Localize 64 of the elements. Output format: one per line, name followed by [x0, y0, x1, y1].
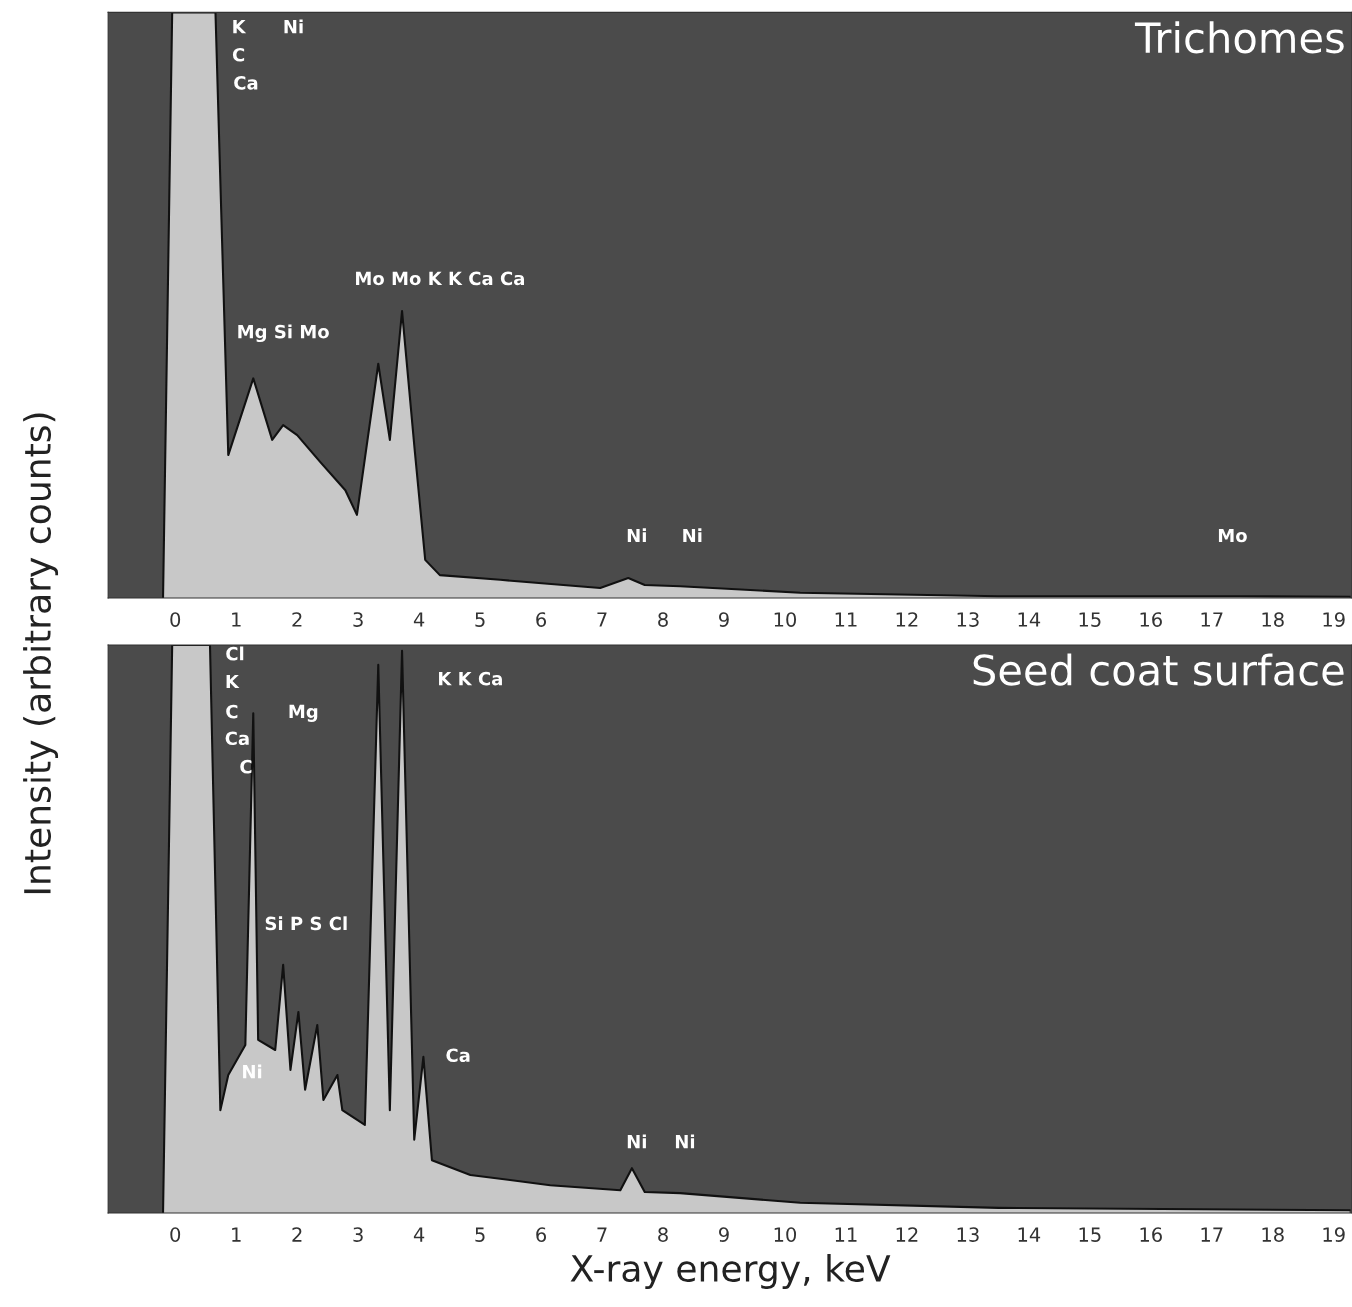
x-tick-label: 18	[1262, 1227, 1284, 1242]
x-tick-label: 6	[536, 1227, 547, 1242]
annotation: Ni	[627, 528, 646, 543]
x-tick-label: 0	[170, 1227, 181, 1242]
annotation: Ni	[675, 1134, 695, 1149]
x-tick-label: 13	[957, 1227, 979, 1242]
x-tick-label: 4	[413, 612, 425, 627]
x-tick-label: 15	[1079, 1227, 1101, 1242]
x-tick-label: 17	[1201, 612, 1223, 627]
annotation: K	[233, 20, 247, 34]
x-tick-label: 2	[292, 612, 302, 627]
x-tick-label: 19	[1323, 1227, 1345, 1242]
chart-title: Seed coat surface	[973, 653, 1344, 686]
x-tick-label: 16	[1140, 1227, 1162, 1242]
x-tick-label: 19	[1323, 612, 1345, 627]
x-tick-label: 9	[719, 1227, 729, 1242]
x-tick-label: 14	[1018, 1227, 1041, 1242]
x-tick-label: 13	[957, 612, 979, 627]
x-tick-label: 1	[232, 612, 241, 627]
x-tick-label: 0	[170, 612, 181, 627]
x-tick-label: 15	[1079, 612, 1101, 627]
x-tick-label: 12	[896, 612, 918, 627]
x-tick-label: 5	[475, 612, 485, 627]
x-tick-label: 12	[896, 1227, 918, 1242]
chart-title: Trichomes	[1134, 21, 1344, 54]
x-tick-label: 4	[413, 1227, 425, 1242]
x-tick-label: 3	[353, 612, 363, 627]
x-tick-label: 10	[774, 1227, 797, 1242]
annotation: Ca	[234, 76, 258, 90]
annotation: C	[240, 759, 252, 774]
x-tick-label: 18	[1262, 612, 1284, 627]
x-tick-label: 8	[658, 1227, 668, 1242]
x-axis-title: X-ray energy, keV	[570, 1254, 891, 1290]
annotation: K	[226, 674, 240, 689]
annotation: Ni	[627, 1134, 646, 1149]
x-tick-label: 7	[597, 612, 607, 627]
x-tick-label: 9	[719, 612, 729, 627]
x-tick-label: 14	[1018, 612, 1041, 627]
annotation: Mg Si Mo	[238, 324, 329, 343]
annotation: Ni	[284, 19, 303, 34]
annotation: K K Ca	[439, 671, 502, 686]
annotation: Mo	[1218, 528, 1247, 543]
annotation: Mg	[289, 704, 318, 722]
x-tick-label: 6	[536, 612, 547, 627]
annotation: Mo Mo K K Ca Ca	[356, 271, 524, 286]
y-axis-title: Intensity (arbitrary counts)	[23, 413, 59, 894]
x-tick-label: 5	[475, 1227, 485, 1242]
annotation: Ni	[683, 528, 702, 543]
x-tick-label: 16	[1140, 612, 1162, 627]
x-tick-label: 1	[232, 1227, 241, 1242]
annotation: Ca	[446, 1048, 470, 1063]
x-tick-label: 10	[774, 612, 797, 627]
x-tick-label: 11	[835, 1227, 857, 1242]
x-tick-label: 17	[1201, 1227, 1223, 1242]
annotation: Cl	[226, 646, 244, 661]
x-tick-label: 8	[658, 612, 668, 627]
x-tick-label: 2	[292, 1227, 302, 1242]
annotation: Si P S Cl	[265, 916, 347, 931]
x-tick-label: 11	[835, 612, 857, 627]
annotation: Ca	[225, 731, 249, 746]
annotation: C	[232, 47, 245, 62]
x-tick-label: 7	[597, 1227, 607, 1242]
annotation: C	[226, 704, 238, 719]
x-tick-label: 3	[353, 1227, 363, 1242]
